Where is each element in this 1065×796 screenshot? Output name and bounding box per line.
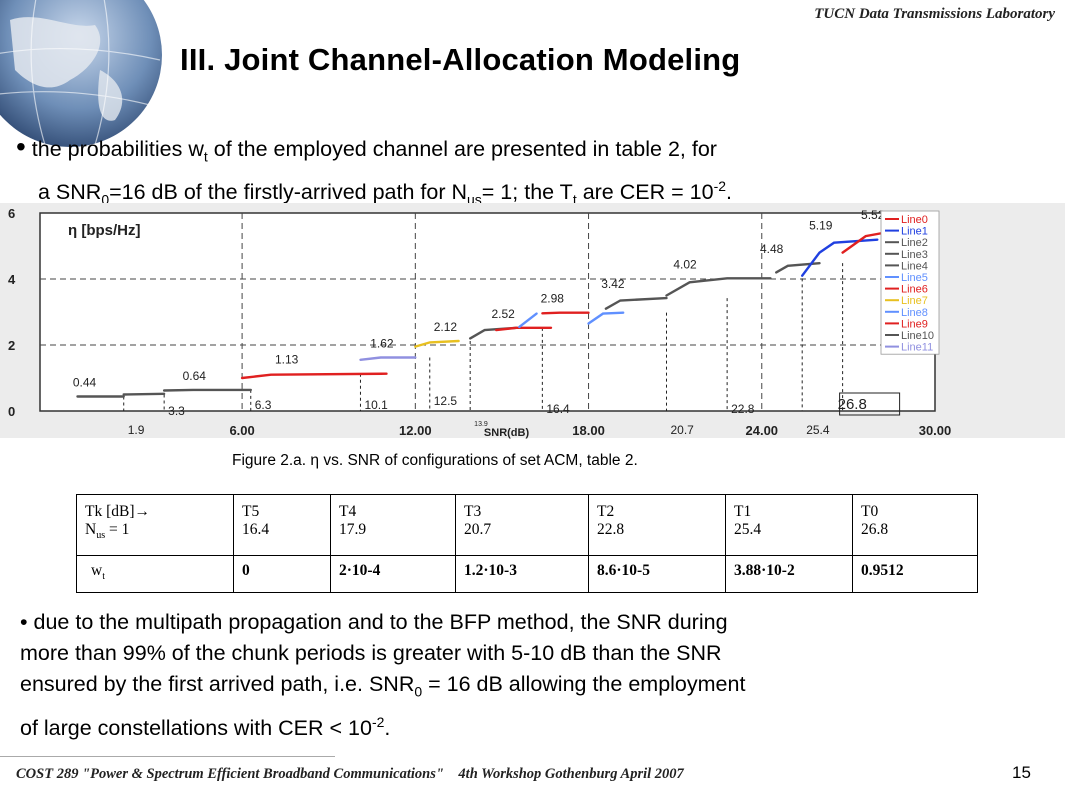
level-label: 2.98 xyxy=(541,292,565,306)
probability-table: Tk [dB]→ Nus = 1 T5 16.4 T4 17.9 T3 20.7 T2… xyxy=(76,494,978,593)
x-tick-label: 24.00 xyxy=(746,423,779,438)
table-row-snr: Tk [dB]→ Nus = 1 T5 16.4 T4 17.9 T3 20.7 T2… xyxy=(76,494,978,556)
legend-item: Line4 xyxy=(901,260,928,272)
series-line xyxy=(775,262,821,274)
x-tick-label: 6.00 xyxy=(229,423,254,438)
series-line xyxy=(240,372,388,380)
globe-icon xyxy=(0,0,162,147)
slide-number: 15 xyxy=(1012,763,1031,782)
level-label: 0.64 xyxy=(183,369,207,383)
series-line xyxy=(359,356,417,361)
series-line xyxy=(665,277,772,297)
table-cell: 0.9512 xyxy=(852,555,978,593)
table-cell: 2·10-4 xyxy=(330,555,456,593)
legend-item: Line8 xyxy=(901,307,928,319)
tk-label: Tk [dB]→ xyxy=(85,503,151,520)
table-cell: T5 16.4 xyxy=(233,494,331,556)
table-cell: 3.88·10-2 xyxy=(725,555,853,593)
legend-item: Line1 xyxy=(901,226,928,238)
legend-item: Line9 xyxy=(901,318,928,330)
series-line xyxy=(162,388,252,392)
threshold-label: 13.9 xyxy=(474,421,488,428)
nus-label: Nus = 1 xyxy=(85,521,130,542)
wt-label: wt xyxy=(76,555,234,593)
footer-text: COST 289 "Power & Spectrum Efficient Bro… xyxy=(16,766,684,782)
legend-item: Line6 xyxy=(901,284,928,296)
table-row-wt: wt 0 2·10-4 1.2·10-3 8.6·10-5 3.88·10-2 … xyxy=(76,555,978,593)
x-tick-label: 30.00 xyxy=(919,423,952,438)
y-tick-label: 0 xyxy=(8,404,15,419)
lab-header: TUCN Data Transmissions Laboratory xyxy=(814,6,1055,22)
threshold-label: 12.5 xyxy=(434,394,458,408)
legend-item: Line5 xyxy=(901,272,928,284)
bullet-multipath: • due to the multipath propagation and t… xyxy=(20,607,1050,744)
y-axis-label: η [bps/Hz] xyxy=(68,222,141,239)
level-label: 0.44 xyxy=(73,375,97,389)
figure-caption: Figure 2.a. η vs. SNR of configurations … xyxy=(232,452,638,469)
table-header-cell: Tk [dB]→ Nus = 1 xyxy=(76,494,234,556)
level-label: 1.13 xyxy=(275,353,299,367)
x-tick-label: 18.00 xyxy=(572,423,605,438)
level-label: 4.02 xyxy=(673,257,697,271)
table-cell: 1.2·10-3 xyxy=(455,555,589,593)
series-line xyxy=(801,238,879,277)
eta-vs-snr-chart: 0 2 4 6 6.00 12.00 18.00 24.00 30.00 η [bps/Hz] SN… xyxy=(0,203,1065,439)
y-tick-label: 4 xyxy=(8,272,16,287)
legend-item: Line3 xyxy=(901,249,928,261)
y-tick-label: 6 xyxy=(8,206,15,221)
table-cell: T0 26.8 xyxy=(852,494,978,556)
legend-box xyxy=(880,210,940,355)
bullet2-line4: of large constellations with CER < 10-2. xyxy=(20,714,391,741)
bullet-probabilities: • the probabilities wt of the employed c… xyxy=(16,131,1016,215)
legend-item: Line0 xyxy=(901,214,928,226)
threshold-label: 25.4 xyxy=(806,423,830,437)
legend-item: Line2 xyxy=(901,237,928,249)
series-line xyxy=(587,311,625,325)
threshold-highlight-box xyxy=(839,392,901,416)
series-line xyxy=(541,311,590,315)
series-line xyxy=(495,326,553,332)
level-label: 3.42 xyxy=(601,277,625,291)
level-label: 5.52 xyxy=(861,208,885,222)
footer-divider xyxy=(0,756,335,757)
level-label: 2.12 xyxy=(434,320,458,334)
threshold-label: 1.9 xyxy=(128,423,145,437)
level-label: 2.52 xyxy=(492,307,516,321)
threshold-label: 6.3 xyxy=(255,398,272,412)
series-line xyxy=(518,312,538,329)
threshold-label: 20.7 xyxy=(671,423,695,437)
threshold-label: 26.8 xyxy=(838,396,867,413)
threshold-label: 3.3 xyxy=(168,404,185,418)
table-cell: T3 20.7 xyxy=(455,494,589,556)
bullet1-line2: a SNR0=16 dB of the firstly-arrived path… xyxy=(38,178,732,208)
threshold-label: 10.1 xyxy=(364,398,388,412)
table-cell: T2 22.8 xyxy=(588,494,726,556)
series-line xyxy=(604,296,668,310)
bullet2-line1: • due to the multipath propagation and t… xyxy=(20,610,728,634)
legend-item: Line7 xyxy=(901,295,928,307)
bullet1-line1: • the probabilities wt of the employed c… xyxy=(16,131,717,165)
x-axis-label: SNR(dB) xyxy=(484,427,530,439)
plot-area xyxy=(39,212,936,412)
level-label: 5.19 xyxy=(809,219,833,233)
table-cell: 0 xyxy=(233,555,331,593)
table-cell: T1 25.4 xyxy=(725,494,853,556)
level-label: 4.48 xyxy=(760,242,784,256)
legend-item: Line11 xyxy=(901,342,933,354)
threshold-label: 22.8 xyxy=(731,402,755,416)
legend-item: Line10 xyxy=(901,330,934,342)
series-line xyxy=(414,339,460,348)
y-tick-label: 2 xyxy=(8,338,15,353)
bullet2-line3: ensured by the first arrived path, i.e. … xyxy=(20,672,746,700)
table-cell: 8.6·10-5 xyxy=(588,555,726,593)
series-line xyxy=(122,392,166,396)
threshold-label: 16.4 xyxy=(546,402,570,416)
slide-title: III. Joint Channel-Allocation Modeling xyxy=(180,42,741,77)
level-label: 1.62 xyxy=(370,337,394,351)
x-tick-label: 12.00 xyxy=(399,423,432,438)
table-cell: T4 17.9 xyxy=(330,494,456,556)
bullet2-line2: more than 99% of the chunk periods is gr… xyxy=(20,641,722,665)
